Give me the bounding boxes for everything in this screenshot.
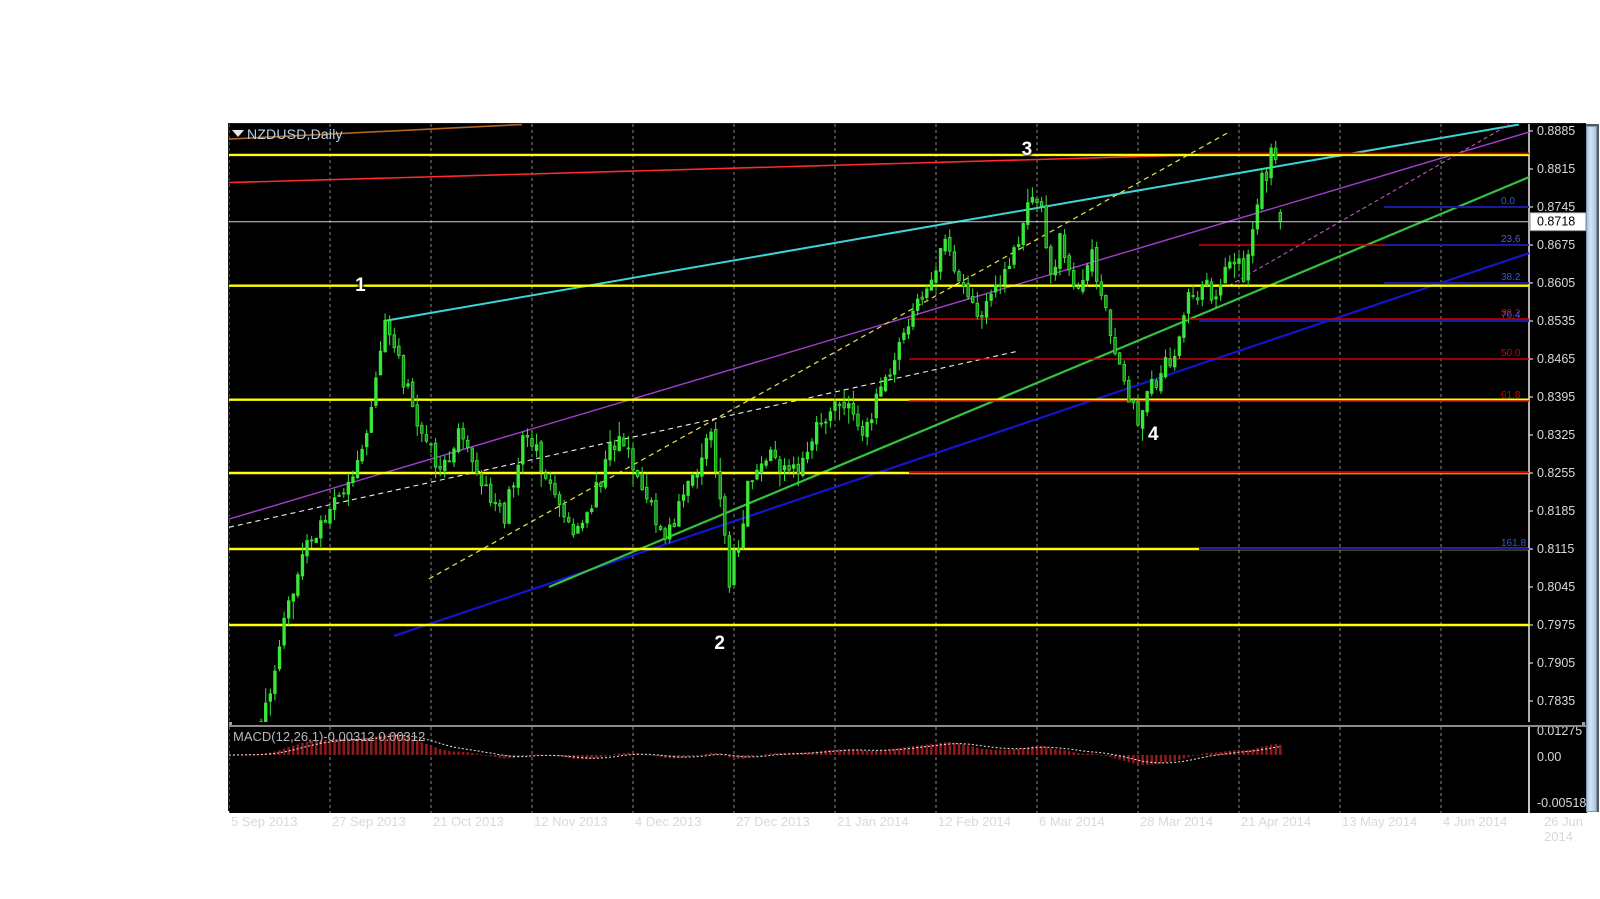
svg-text:161.8: 161.8 xyxy=(1501,538,1526,549)
svg-text:0.8535: 0.8535 xyxy=(1537,314,1575,328)
svg-text:0.7905: 0.7905 xyxy=(1537,656,1575,670)
svg-text:0.8255: 0.8255 xyxy=(1537,466,1575,480)
svg-text:0.00: 0.00 xyxy=(1537,750,1561,764)
svg-text:0.8885: 0.8885 xyxy=(1537,124,1575,138)
svg-text:23.6: 23.6 xyxy=(1501,234,1521,245)
svg-text:61.8: 61.8 xyxy=(1501,390,1521,401)
svg-text:0.8185: 0.8185 xyxy=(1537,504,1575,518)
svg-text:0.7975: 0.7975 xyxy=(1537,618,1575,632)
svg-text:0.8115: 0.8115 xyxy=(1537,542,1574,556)
svg-text:-0.00518: -0.00518 xyxy=(1537,796,1586,810)
svg-text:0.0: 0.0 xyxy=(1501,196,1515,207)
svg-text:0.8815: 0.8815 xyxy=(1537,162,1575,176)
svg-text:0.01275: 0.01275 xyxy=(1537,727,1582,738)
svg-text:0.7835: 0.7835 xyxy=(1537,694,1575,708)
svg-text:0.8718: 0.8718 xyxy=(1537,215,1575,229)
svg-text:0.8045: 0.8045 xyxy=(1537,580,1575,594)
svg-text:38.2: 38.2 xyxy=(1501,272,1521,283)
svg-text:0.8675: 0.8675 xyxy=(1537,238,1575,252)
svg-text:50.0: 50.0 xyxy=(1501,348,1521,359)
svg-text:0.8395: 0.8395 xyxy=(1537,390,1575,404)
svg-text:0.8745: 0.8745 xyxy=(1537,200,1575,214)
svg-text:76.4: 76.4 xyxy=(1501,310,1521,321)
svg-text:0.8325: 0.8325 xyxy=(1537,428,1575,442)
svg-text:0.8465: 0.8465 xyxy=(1537,352,1575,366)
svg-text:0.8605: 0.8605 xyxy=(1537,276,1575,290)
